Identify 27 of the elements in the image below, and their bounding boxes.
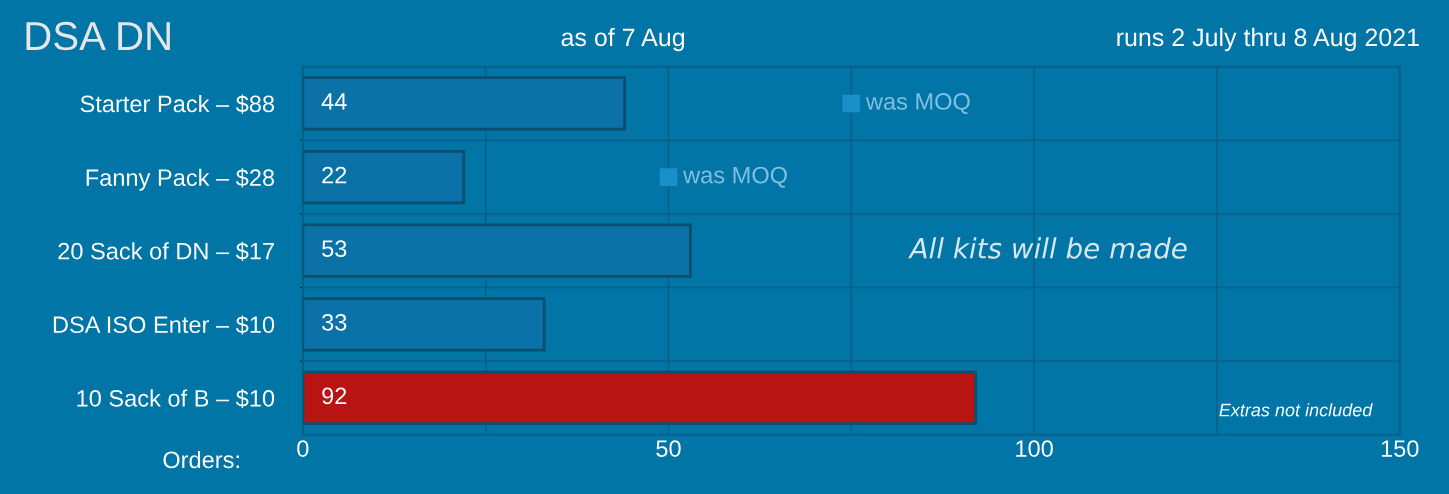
- text: runs 2 July thru 8 Aug 2021: [1117, 27, 1419, 52]
- annotation: was MOQ: [865, 93, 970, 115]
- x-tick-label: 50: [656, 440, 681, 457]
- data-label: 53: [322, 240, 347, 258]
- y-tick-label: 10 Sack of B – $10: [77, 388, 275, 409]
- annotation: Extras not included: [1219, 403, 1373, 417]
- x-axis-title: Orders:: [163, 450, 239, 469]
- bar: [302, 149, 466, 205]
- y-tick-label: Fanny Pack – $28: [86, 168, 275, 191]
- data-label: 33: [322, 313, 347, 331]
- chart-title: DSA DN: [26, 21, 170, 51]
- y-tick-label: Starter Pack – $88: [80, 94, 275, 114]
- data-label: 22: [322, 166, 347, 184]
- chart-subtitle: as of 7 Aug: [561, 27, 685, 52]
- y-tick-label: 20 Sack of DN – $17: [58, 241, 274, 261]
- x-tick-label: 0: [297, 440, 309, 457]
- y-tick-label: DSA ISO Enter – $10: [53, 315, 275, 335]
- bar: [302, 223, 692, 278]
- bar: [302, 370, 977, 426]
- data-label: 92: [322, 387, 347, 405]
- annotation: was MOQ: [683, 166, 787, 188]
- bar: [302, 297, 546, 352]
- annotation: All kits will be made: [908, 237, 1187, 259]
- bar: [302, 76, 626, 131]
- data-label: 44: [321, 93, 347, 110]
- x-tick-label: 100: [1016, 440, 1053, 457]
- x-tick-label: 150: [1381, 440, 1419, 457]
